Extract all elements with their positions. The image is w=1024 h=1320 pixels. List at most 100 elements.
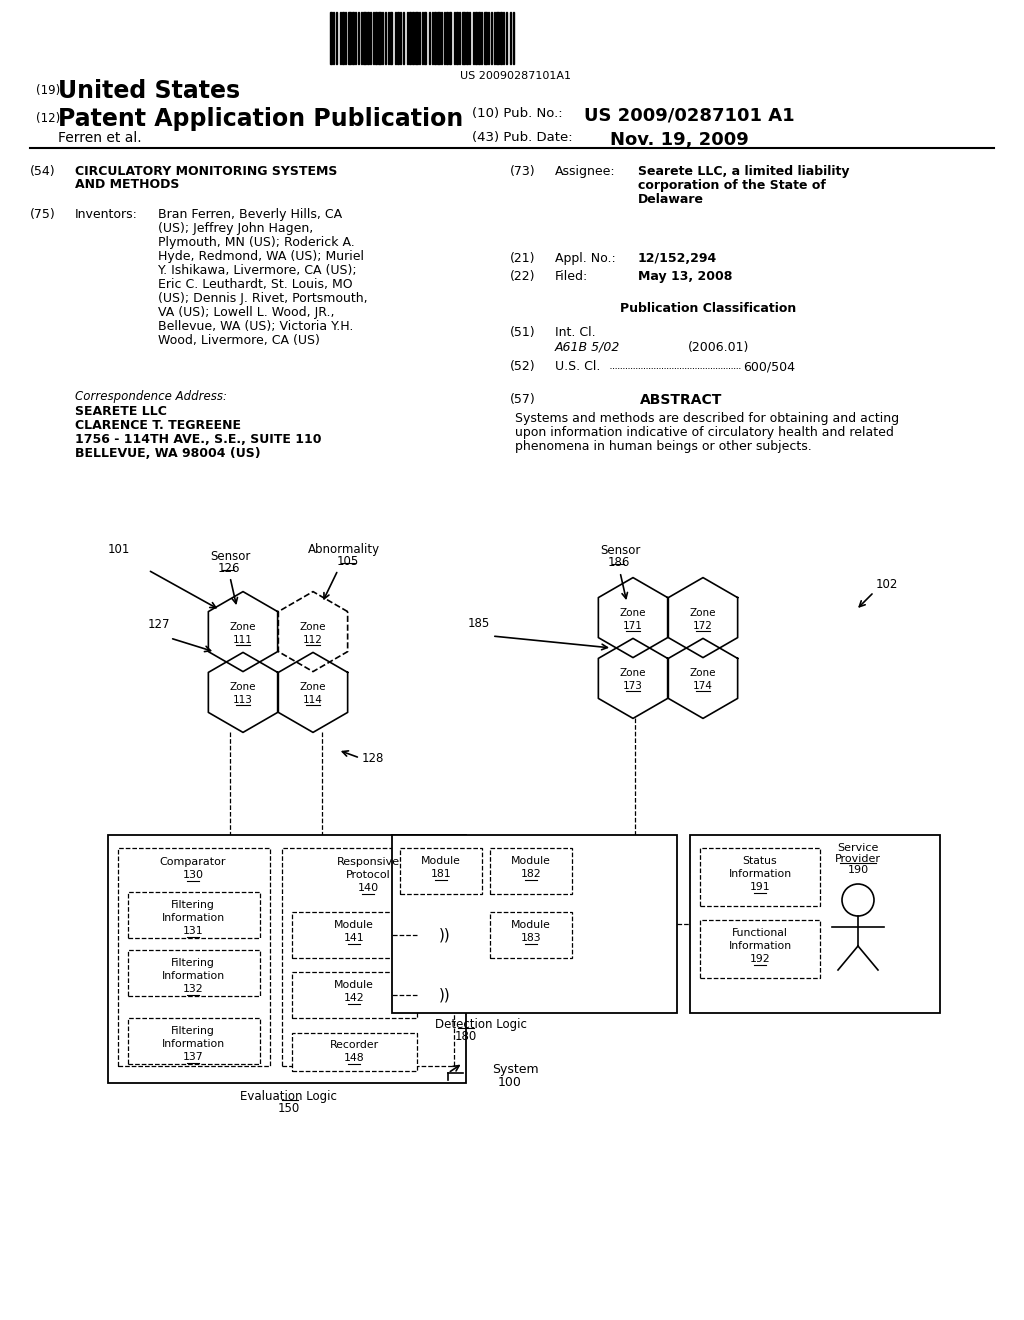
Text: Zone: Zone bbox=[690, 668, 716, 678]
Text: May 13, 2008: May 13, 2008 bbox=[638, 271, 732, 282]
Bar bbox=[128, 892, 260, 939]
Bar bbox=[292, 972, 417, 1018]
Text: Bellevue, WA (US); Victoria Y.H.: Bellevue, WA (US); Victoria Y.H. bbox=[158, 319, 353, 333]
Bar bbox=[490, 847, 572, 894]
Text: A61B 5/02: A61B 5/02 bbox=[555, 341, 621, 354]
Text: Detection Logic: Detection Logic bbox=[435, 1018, 527, 1031]
Text: Recorder: Recorder bbox=[330, 1040, 379, 1049]
Text: Hyde, Redmond, WA (US); Muriel: Hyde, Redmond, WA (US); Muriel bbox=[158, 249, 364, 263]
Text: 128: 128 bbox=[362, 752, 384, 766]
Bar bbox=[400, 847, 482, 894]
Text: 140: 140 bbox=[357, 883, 379, 894]
Text: Publication Classification: Publication Classification bbox=[620, 302, 797, 315]
Text: Information: Information bbox=[162, 913, 224, 923]
Text: Information: Information bbox=[728, 941, 792, 950]
Text: 101: 101 bbox=[108, 543, 130, 556]
Bar bbox=[424, 12, 426, 63]
Bar bbox=[466, 12, 468, 63]
Text: 180: 180 bbox=[455, 1030, 477, 1043]
Text: (22): (22) bbox=[510, 271, 536, 282]
Bar bbox=[490, 912, 572, 958]
Text: Filtering: Filtering bbox=[171, 958, 215, 968]
Text: (43) Pub. Date:: (43) Pub. Date: bbox=[472, 131, 572, 144]
Text: Int. Cl.: Int. Cl. bbox=[555, 326, 596, 339]
Text: Module: Module bbox=[334, 979, 374, 990]
Text: (12): (12) bbox=[36, 112, 60, 125]
Text: (21): (21) bbox=[510, 252, 536, 265]
Bar bbox=[292, 912, 417, 958]
Text: 142: 142 bbox=[344, 993, 365, 1003]
Text: 102: 102 bbox=[876, 578, 898, 591]
Text: Zone: Zone bbox=[690, 607, 716, 618]
Text: US 20090287101A1: US 20090287101A1 bbox=[460, 71, 570, 81]
Text: Responsive: Responsive bbox=[337, 857, 399, 867]
Polygon shape bbox=[598, 639, 668, 718]
Text: Protocol: Protocol bbox=[346, 870, 390, 880]
Text: (73): (73) bbox=[510, 165, 536, 178]
Text: (57): (57) bbox=[510, 393, 536, 407]
Text: Module: Module bbox=[334, 920, 374, 931]
Text: (10) Pub. No.:: (10) Pub. No.: bbox=[472, 107, 562, 120]
Text: Sensor: Sensor bbox=[210, 550, 251, 564]
Text: (US); Dennis J. Rivet, Portsmouth,: (US); Dennis J. Rivet, Portsmouth, bbox=[158, 292, 368, 305]
Text: 148: 148 bbox=[344, 1053, 365, 1063]
Text: United States: United States bbox=[58, 79, 240, 103]
Bar bbox=[500, 12, 502, 63]
Text: corporation of the State of: corporation of the State of bbox=[638, 180, 826, 191]
Bar bbox=[700, 920, 820, 978]
Text: Service: Service bbox=[838, 843, 879, 853]
Bar bbox=[392, 836, 677, 1012]
Text: Provider: Provider bbox=[835, 854, 881, 865]
Bar bbox=[496, 12, 499, 63]
Bar bbox=[367, 12, 369, 63]
Text: Systems and methods are described for obtaining and acting: Systems and methods are described for ob… bbox=[515, 412, 899, 425]
Text: 174: 174 bbox=[693, 681, 713, 692]
Text: Assignee:: Assignee: bbox=[555, 165, 615, 178]
Text: VA (US); Lowell L. Wood, JR.,: VA (US); Lowell L. Wood, JR., bbox=[158, 306, 335, 319]
Text: Eric C. Leuthardt, St. Louis, MO: Eric C. Leuthardt, St. Louis, MO bbox=[158, 279, 352, 290]
Text: 12/152,294: 12/152,294 bbox=[638, 252, 717, 265]
Text: 113: 113 bbox=[233, 696, 253, 705]
Text: 186: 186 bbox=[608, 556, 631, 569]
Text: 100: 100 bbox=[498, 1076, 522, 1089]
Text: CLARENCE T. TEGREENE: CLARENCE T. TEGREENE bbox=[75, 418, 241, 432]
Text: Correspondence Address:: Correspondence Address: bbox=[75, 389, 227, 403]
Text: )): )) bbox=[439, 987, 451, 1003]
Bar bbox=[282, 847, 454, 1067]
Bar bbox=[118, 847, 270, 1067]
Text: Module: Module bbox=[421, 855, 461, 866]
Polygon shape bbox=[279, 652, 347, 733]
Bar bbox=[375, 12, 377, 63]
Text: US 2009/0287101 A1: US 2009/0287101 A1 bbox=[584, 107, 795, 125]
Bar bbox=[108, 836, 466, 1082]
Text: phenomena in human beings or other subjects.: phenomena in human beings or other subje… bbox=[515, 440, 812, 453]
Text: Zone: Zone bbox=[300, 622, 327, 631]
Text: U.S. Cl.: U.S. Cl. bbox=[555, 360, 600, 374]
Bar bbox=[330, 12, 332, 63]
Text: Zone: Zone bbox=[620, 668, 646, 678]
Text: 172: 172 bbox=[693, 620, 713, 631]
Text: 190: 190 bbox=[848, 865, 868, 875]
Text: 137: 137 bbox=[182, 1052, 204, 1063]
Text: (US); Jeffrey John Hagen,: (US); Jeffrey John Hagen, bbox=[158, 222, 313, 235]
Text: Wood, Livermore, CA (US): Wood, Livermore, CA (US) bbox=[158, 334, 319, 347]
Text: (75): (75) bbox=[30, 209, 55, 220]
Polygon shape bbox=[669, 639, 737, 718]
Bar bbox=[348, 12, 351, 63]
Text: Delaware: Delaware bbox=[638, 193, 705, 206]
Text: Abnormality: Abnormality bbox=[308, 543, 380, 556]
Bar bbox=[434, 12, 436, 63]
Text: 130: 130 bbox=[182, 870, 204, 880]
Text: ABSTRACT: ABSTRACT bbox=[640, 393, 722, 407]
Text: upon information indicative of circulatory health and related: upon information indicative of circulato… bbox=[515, 426, 894, 440]
Bar bbox=[128, 950, 260, 997]
Text: AND METHODS: AND METHODS bbox=[75, 178, 179, 191]
Text: Plymouth, MN (US); Roderick A.: Plymouth, MN (US); Roderick A. bbox=[158, 236, 354, 249]
Text: BELLEVUE, WA 98004 (US): BELLEVUE, WA 98004 (US) bbox=[75, 447, 261, 459]
Text: Y. Ishikawa, Livermore, CA (US);: Y. Ishikawa, Livermore, CA (US); bbox=[158, 264, 356, 277]
Bar bbox=[437, 12, 440, 63]
Text: 105: 105 bbox=[337, 554, 359, 568]
Bar bbox=[415, 12, 418, 63]
Text: Status: Status bbox=[742, 855, 777, 866]
Polygon shape bbox=[669, 578, 737, 657]
